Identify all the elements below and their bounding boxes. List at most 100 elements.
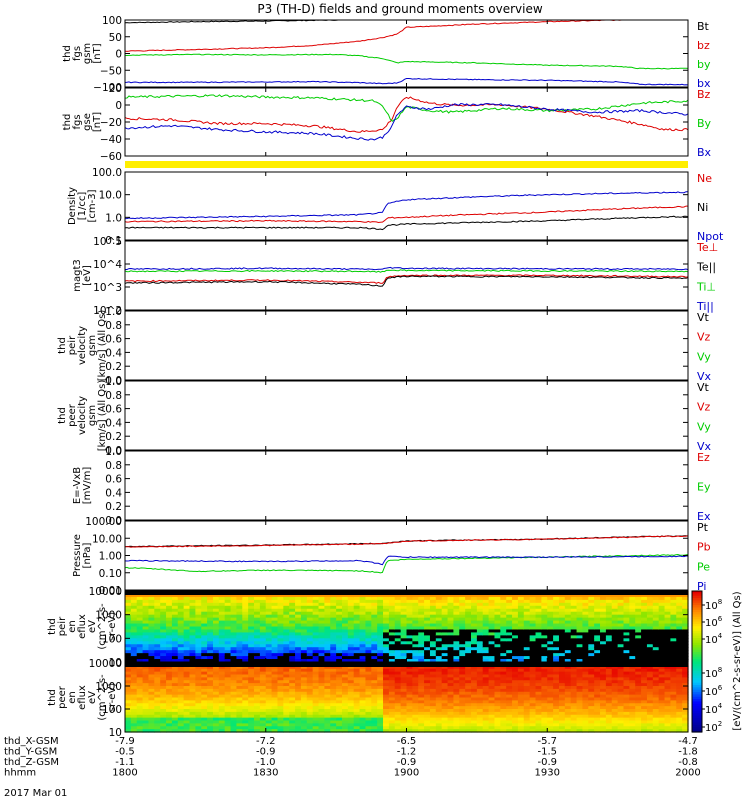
heatmap-cell [629,697,636,701]
heatmap-cell [512,686,519,690]
heatmap-cell [201,674,208,678]
heatmap-cell [623,717,630,722]
heatmap-cell [529,602,537,607]
heatmap-cell [271,635,279,639]
heatmap-cell [641,650,648,654]
heatmap-cell [635,641,642,645]
heatmap-cell [459,599,466,604]
heatmap-cell [341,635,349,639]
heatmap-cell [212,703,220,707]
heatmap-cell [189,608,196,613]
heatmap-cell [201,720,208,724]
heatmap-cell [488,720,496,724]
heatmap-cell [189,703,196,707]
heatmap-cell [418,671,425,676]
heatmap-cell [183,614,191,619]
panel-frame [124,380,689,451]
heatmap-cell [664,700,671,704]
heatmap-cell [658,614,666,619]
heatmap-cell [429,717,437,722]
heatmap-cell [406,697,413,701]
heatmap-cell [207,656,214,660]
heatmap-cell [594,668,601,673]
heatmap-cell [629,714,636,719]
heatmap-cell [646,665,654,670]
heatmap-cell [283,653,290,657]
heatmap-cell [295,694,302,699]
heatmap-cell [641,668,648,673]
heatmap-cell [623,671,630,676]
heatmap-cell [553,599,560,604]
heatmap-cell [353,659,361,663]
heatmap-cell [623,691,630,696]
heatmap-cell [330,706,337,710]
heatmap-cell [617,614,625,619]
heatmap-cell [506,593,513,598]
heatmap-cell [236,656,243,660]
heatmap-cell [517,611,525,616]
heatmap-cell [652,593,660,598]
heatmap-cell [471,632,478,636]
heatmap-cell [377,729,384,733]
heatmap-cell [652,694,660,699]
heatmap-cell [441,647,449,651]
heatmap-cell [529,729,537,733]
heatmap-cell [424,723,431,727]
heatmap-cell [201,656,208,660]
heatmap-cell [664,647,671,651]
heatmap-cell [207,720,214,724]
heatmap-cell [371,723,378,727]
heatmap-cell [341,691,349,696]
heatmap-cell [582,620,589,625]
heatmap-cell [394,711,402,716]
heatmap-cell [154,599,161,604]
heatmap-cell [605,726,613,730]
heatmap-cell [582,665,589,670]
heatmap-cell [383,674,390,678]
heatmap-cell [259,644,267,648]
heatmap-cell [189,700,196,704]
heatmap-cell [635,620,642,625]
heatmap-cell [265,665,273,670]
heatmap-cell [394,599,402,604]
heatmap-cell [306,680,314,684]
heatmap-cell [658,620,666,625]
heatmap-cell [435,677,443,681]
heatmap-cell [553,650,560,654]
heatmap-cell [523,599,531,604]
heatmap-cell [482,656,490,660]
heatmap-cell [353,596,361,601]
heatmap-cell [588,596,595,601]
heatmap-cell [236,665,243,670]
heatmap-cell [517,668,525,673]
heatmap-cell [676,694,683,699]
heatmap-cell [512,688,519,693]
heatmap-cell [418,659,425,663]
heatmap-cell [148,686,155,690]
heatmap-cell [441,614,449,619]
heatmap-cell [254,638,261,642]
heatmap-cell [283,703,290,707]
heatmap-cell [506,650,513,654]
heatmap-cell [125,700,132,704]
heatmap-cell [652,626,660,631]
heatmap-cell [277,697,284,701]
y-axis-label: [eV] [82,265,93,286]
heatmap-cell [664,641,671,645]
heatmap-cell [236,677,243,681]
heatmap-cell [605,677,613,681]
heatmap-cell [447,683,455,687]
heatmap-cell [189,688,196,693]
heatmap-cell [166,700,173,704]
heatmap-cell [576,674,584,678]
heatmap-cell [142,686,150,690]
y-tick-label: 0.8 [105,390,122,402]
heatmap-cell [570,720,578,724]
heatmap-cell [494,720,501,724]
heatmap-cell [605,644,613,648]
heatmap-cell [277,641,284,645]
heatmap-cell [347,686,355,690]
heatmap-cell [670,694,677,699]
heatmap-cell [447,674,455,678]
